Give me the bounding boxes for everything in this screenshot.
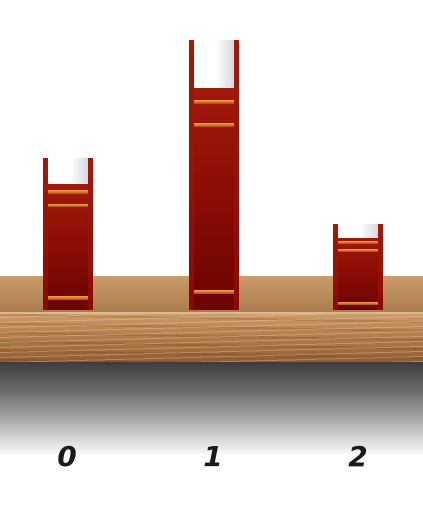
book-cover-edge [189, 40, 194, 310]
slot-label-1: 1 [203, 440, 223, 473]
book-cover [189, 88, 239, 310]
shelf-shadow [0, 362, 423, 457]
book-band [43, 296, 93, 300]
slot-label-2: 2 [348, 440, 368, 473]
book-slot-1[interactable] [189, 40, 239, 310]
book-cover-edge [333, 224, 338, 310]
book-band [189, 123, 239, 127]
book-cover-edge [43, 158, 48, 310]
slot-label-0: 0 [57, 440, 77, 473]
book-band [43, 190, 93, 194]
shelf-front [0, 312, 423, 362]
book-pages [338, 224, 378, 242]
book-band [43, 204, 93, 207]
book-slot-0[interactable] [43, 158, 93, 310]
book-cover [43, 184, 93, 310]
book-pages [194, 40, 234, 92]
book-band [189, 100, 239, 104]
book-cover-edge [378, 224, 383, 310]
shelf-edge [0, 312, 423, 314]
book-band [333, 249, 383, 252]
book-band [189, 290, 239, 294]
book-pages [48, 158, 88, 188]
book-cover-edge [234, 40, 239, 310]
book-band [333, 302, 383, 305]
book-band [333, 241, 383, 244]
book-slot-2[interactable] [333, 224, 383, 310]
book-cover [333, 238, 383, 310]
book-cover-edge [88, 158, 93, 310]
